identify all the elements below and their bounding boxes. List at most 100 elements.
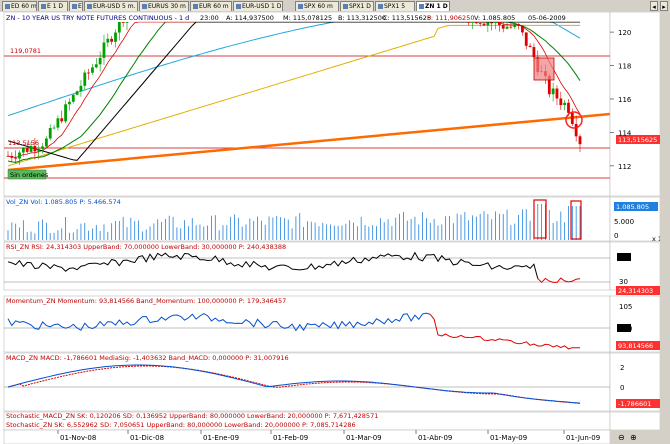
chart-tab-icon	[142, 4, 147, 9]
chart-tab-bar: ◂ ▸ ED 60 m E 1 D E 1 D EUR-USD 5 m. EURUS 3…	[0, 0, 670, 13]
chart-tab-icon	[5, 4, 10, 9]
candlesticks	[6, 22, 582, 166]
tab-label: EUR 60 m	[199, 3, 229, 10]
candle-body	[37, 148, 41, 152]
macd-current-label: -1,786601	[618, 400, 651, 408]
candle-body	[41, 146, 44, 149]
volume-pane[interactable]: Vol_ZN Vol: 1.085.805 P: 5.466.574	[3, 196, 611, 242]
volume-tick-0: 0	[614, 232, 618, 240]
chart-tab-icon	[193, 4, 198, 9]
momentum-axis[interactable]: 105 100 93,814566	[609, 295, 661, 353]
momentum-current-badge	[616, 341, 660, 350]
price-axis[interactable]: 113,515625 120 118 116 114 112	[609, 12, 661, 197]
orders-badge-label: Sin ordenes	[10, 171, 49, 179]
candle-body	[517, 24, 520, 26]
zoom-out-icon[interactable]: ⊖	[618, 433, 625, 442]
candle-body	[33, 146, 37, 152]
tab-3[interactable]: EUR-USD 5 m.	[84, 1, 138, 11]
candle-body	[79, 85, 83, 92]
price-axis-tick-120: 120	[618, 29, 631, 37]
candle-body	[110, 38, 114, 42]
tab-0[interactable]: ED 60 m	[2, 1, 37, 11]
stochastic-macd-header: Stochastic_MACD_ZN SK: 0,120206 SD: 0,13…	[6, 412, 378, 420]
volume-highlight-1[interactable]	[533, 199, 547, 239]
rsi-axis[interactable]: 70 30 24,314303	[609, 241, 661, 295]
volume-highlight-2[interactable]	[570, 200, 582, 240]
candle-body	[25, 147, 29, 152]
candle-body	[471, 22, 474, 23]
rsi-line-oversold	[537, 277, 581, 284]
volume-current-badge	[614, 202, 658, 211]
candle-body	[513, 24, 517, 28]
candle-body	[125, 22, 129, 23]
stochastic-pane[interactable]: Stochastic_MACD_ZN SK: 0,120206 SD: 0,13…	[3, 411, 611, 431]
macd-line	[7, 364, 581, 404]
tab-label: ZN 1 D	[425, 3, 448, 10]
candle-body	[52, 127, 56, 129]
price-header-time: 23:00	[200, 14, 219, 22]
tab-6[interactable]: EUR-USD 1 D	[233, 1, 283, 11]
price-axis-tick-118: 118	[618, 63, 631, 71]
candle-body	[578, 136, 582, 145]
tab-scroll-right-button[interactable]: ▸	[660, 1, 668, 11]
tab-5[interactable]: EUR 60 m	[190, 1, 232, 11]
tab-8[interactable]: SPX1 D	[340, 1, 374, 11]
momentum-pane[interactable]: Momentum_ZN Momentum: 93,814566 Band_Mom…	[3, 295, 611, 353]
tab-label: E 1 D	[78, 3, 82, 10]
tab-7[interactable]: SPX 60 m	[295, 1, 339, 11]
candle-body	[106, 38, 110, 43]
stochastic-header: Stochastic_ZN SK: 6,552962 SD: 7,050651 …	[6, 421, 356, 429]
candle-body	[547, 76, 551, 95]
momentum-tick-100: 100	[619, 325, 632, 333]
tab-9[interactable]: SPX1 5	[375, 1, 415, 11]
candle-body	[121, 22, 125, 23]
tab-scroll-left-button[interactable]: ◂	[650, 1, 658, 11]
candle-body	[567, 102, 570, 113]
trendline[interactable]	[7, 112, 611, 172]
price-pane[interactable]: ZN - 10 YEAR US TRY NOTE FUTURES CONTINU…	[3, 12, 611, 197]
highlight-circle[interactable]	[565, 111, 583, 129]
candle-body	[528, 45, 532, 48]
tab-label: SPX1 5	[384, 3, 406, 10]
candle-body	[574, 123, 578, 137]
tab-2[interactable]: E 1 D	[69, 1, 83, 11]
highlight-box[interactable]	[533, 57, 555, 81]
macd-current-badge	[616, 399, 660, 408]
time-axis-label-7: 01-Jun-09	[566, 434, 600, 442]
rsi-tick-30: 30	[619, 278, 628, 286]
tab-4[interactable]: EURUS 30 m	[139, 1, 189, 11]
tab-1[interactable]: E 1 D	[38, 1, 68, 11]
price-header-date: 05-06-2009	[528, 14, 566, 22]
current-price-badge	[616, 135, 660, 144]
candle-body	[44, 138, 48, 147]
momentum-header: Momentum_ZN Momentum: 93,814566 Band_Mom…	[6, 297, 286, 305]
resistance-price-label: 119,0781	[10, 47, 41, 55]
time-axis-label-1: 01-Dic-08	[130, 434, 164, 442]
tab-label: EURUS 30 m	[148, 3, 186, 10]
candle-body	[91, 67, 94, 73]
macd-header: MACD_ZN MACD: -1,786601 MediaSig: -1,403…	[6, 354, 289, 362]
macd-axis[interactable]: 2 0 -1,786601	[609, 352, 661, 412]
candle-body	[60, 118, 64, 122]
price-header-p: P: 111,906250	[427, 14, 474, 22]
zoom-in-icon[interactable]: ⊕	[630, 433, 637, 442]
rsi-pane[interactable]: RSI_ZN RSI: 24,314303 UpperBand: 70,0000…	[3, 241, 611, 291]
time-axis[interactable]: 01-Nov-08 01-Dic-08 01-Ene-09 01-Feb-09 01-M…	[3, 429, 611, 444]
tab-label: ED 60 m	[11, 3, 37, 10]
support-price-label: 113,5156	[8, 139, 39, 147]
stochastic-axis[interactable]	[609, 411, 661, 431]
orders-badge[interactable]	[7, 169, 47, 180]
tab-10[interactable]: ZN 1 D	[416, 1, 450, 11]
vertical-scrollbar[interactable]	[660, 12, 670, 444]
macd-pane[interactable]: MACD_ZN MACD: -1,786601 MediaSig: -1,403…	[3, 352, 611, 412]
candle-body	[18, 152, 21, 159]
time-axis-label-6: 01-May-09	[490, 434, 527, 442]
candle-body	[14, 157, 18, 159]
chart-tab-icon	[298, 4, 303, 9]
volume-current-label: 1.085.805	[616, 203, 649, 211]
chart-tab-icon	[378, 4, 383, 9]
candle-body	[6, 155, 10, 157]
candle-body	[490, 22, 494, 24]
chart-tab-icon	[343, 4, 348, 9]
price-header-c: C: 113,515625	[383, 14, 431, 22]
